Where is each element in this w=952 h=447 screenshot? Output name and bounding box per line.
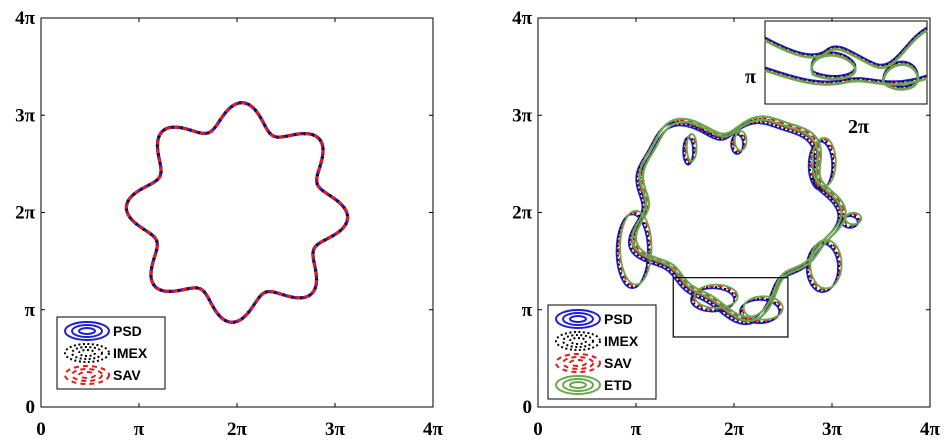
right-ticks: 0 π 2π 3π 4π 0 π 2π 3π 4π: [512, 8, 940, 440]
left-xtick-label: 2π: [227, 419, 248, 440]
left-ytick-label: 0: [26, 397, 36, 418]
right-legend-swatch-sav: [555, 353, 601, 373]
right-xtick-label: 3π: [822, 419, 843, 440]
right-xtick-label: 4π: [920, 419, 941, 440]
left-xtick-label: 4π: [423, 419, 444, 440]
left-legend-label: IMEX: [113, 345, 148, 361]
left-ytick-label: π: [25, 300, 36, 321]
left-legend-swatch-sav: [64, 365, 110, 385]
right-legend: PSD IMEX SAV ETD: [547, 304, 657, 400]
left-legend-label: PSD: [113, 323, 142, 339]
right-legend-label: IMEX: [604, 333, 639, 349]
right-ytick-label: π: [522, 300, 533, 321]
right-xtick-label: π: [631, 419, 642, 440]
right-xtick-label: 2π: [724, 419, 745, 440]
inset-panel: π: [745, 20, 928, 105]
left-legend-label: SAV: [113, 367, 141, 383]
left-ytick-label: 2π: [15, 203, 36, 224]
left-curves: [124, 101, 350, 324]
left-legend-swatch-imex: [64, 343, 110, 363]
right-xtick-label: 0: [533, 419, 543, 440]
right-legend-swatch-etd: [555, 375, 601, 395]
left-legend-swatch-psd: [64, 321, 110, 341]
left-ytick-label: 4π: [15, 8, 36, 29]
inset-series-etd: [764, 29, 928, 91]
right-legend-label: SAV: [604, 355, 632, 371]
inset-y-label: π: [745, 66, 756, 88]
right-series-etd: [619, 115, 863, 322]
left-ytick-label: 3π: [15, 105, 36, 126]
inset-x-label: 2π: [848, 116, 869, 138]
right-legend-swatch-imex: [555, 331, 601, 351]
right-panel: 0 π 2π 3π 4π 0 π 2π 3π 4π π 2π PSD IMEX SAV ETD: [512, 8, 940, 440]
right-legend-label: PSD: [604, 311, 633, 327]
left-xtick-label: π: [134, 419, 145, 440]
right-legend-swatch-psd: [555, 309, 601, 329]
left-legend-box: [56, 316, 166, 390]
right-curves: [615, 115, 863, 326]
right-legend-box: [547, 304, 657, 400]
right-legend-label: ETD: [604, 377, 632, 393]
left-series-sav: [124, 101, 350, 324]
zoom-box: [672, 277, 789, 338]
right-ytick-label: 4π: [512, 8, 533, 29]
right-ytick-label: 0: [523, 397, 533, 418]
left-legend: PSD IMEX SAV: [56, 316, 166, 390]
right-ytick-label: 2π: [512, 203, 533, 224]
left-ticks: 0 π 2π 3π 4π 0 π 2π 3π 4π: [15, 8, 443, 440]
left-xtick-label: 0: [36, 419, 46, 440]
left-xtick-label: 3π: [325, 419, 346, 440]
left-panel: 0 π 2π 3π 4π 0 π 2π 3π 4π PSD IMEX SAV: [15, 8, 443, 440]
right-ytick-label: 3π: [512, 105, 533, 126]
